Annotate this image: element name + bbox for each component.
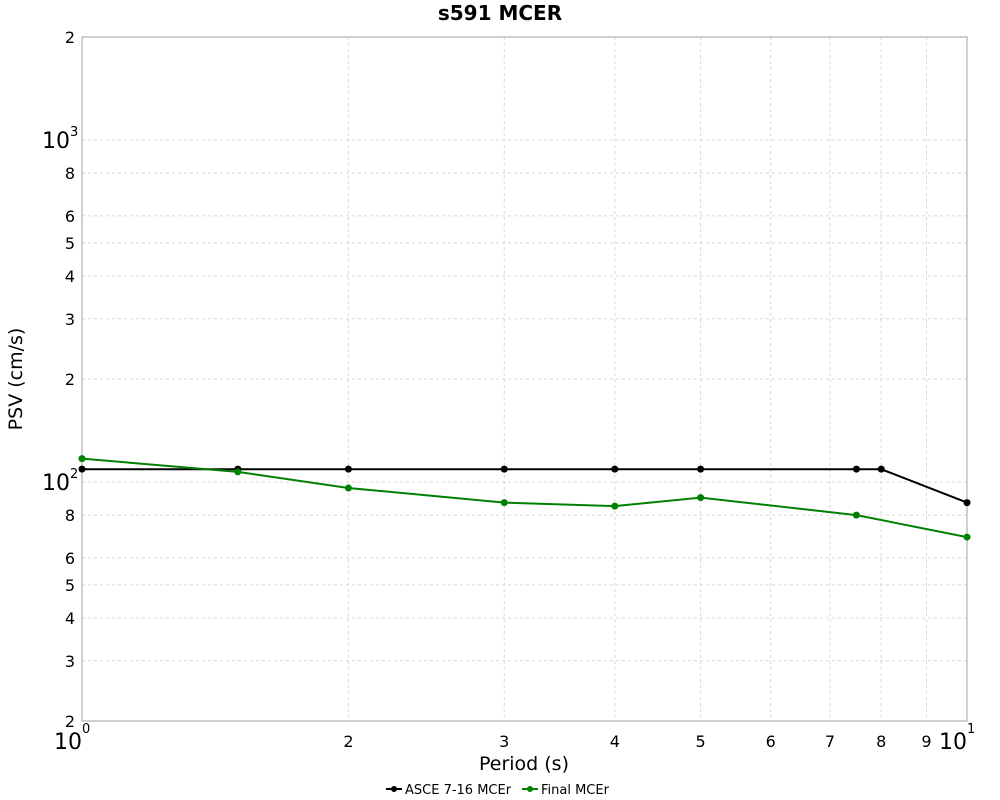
y-tick-label: 4 bbox=[65, 267, 75, 286]
data-point bbox=[344, 465, 352, 473]
y-tick-label: 2 bbox=[65, 28, 75, 47]
data-point bbox=[852, 511, 860, 519]
x-tick-label: 10 bbox=[54, 730, 82, 755]
legend-label: ASCE 7-16 MCEr bbox=[405, 783, 512, 798]
plot-frame bbox=[81, 36, 968, 722]
legend-label: Final MCEr bbox=[541, 783, 610, 798]
y-tick-label: 8 bbox=[65, 506, 75, 525]
chart-title: s591 MCER bbox=[438, 1, 562, 25]
y-tick-label: 2 bbox=[65, 370, 75, 389]
series-asce-7-16-mcer bbox=[78, 465, 971, 507]
y-tick-exponent: 2 bbox=[70, 467, 78, 482]
x-tick-label: 4 bbox=[610, 732, 620, 751]
data-point bbox=[78, 465, 86, 473]
x-axis-label: Period (s) bbox=[479, 753, 569, 775]
data-point bbox=[877, 465, 885, 473]
y-tick-label: 10 bbox=[42, 471, 70, 496]
y-tick-label: 2 bbox=[65, 712, 75, 731]
data-point bbox=[697, 465, 705, 473]
data-point bbox=[344, 484, 352, 492]
y-tick-label: 10 bbox=[42, 129, 70, 154]
x-tick-label: 10 bbox=[939, 730, 967, 755]
data-point bbox=[78, 455, 86, 463]
y-tick-label: 3 bbox=[65, 310, 75, 329]
legend-swatch-marker bbox=[527, 786, 533, 792]
x-tick-label: 5 bbox=[695, 732, 705, 751]
series-layer bbox=[78, 455, 971, 541]
y-tick-label: 8 bbox=[65, 164, 75, 183]
x-tick-label: 8 bbox=[876, 732, 886, 751]
x-tick-exponent: 1 bbox=[967, 722, 975, 737]
grid bbox=[81, 36, 968, 722]
data-point bbox=[697, 494, 705, 502]
y-tick-label: 6 bbox=[65, 549, 75, 568]
series-line bbox=[82, 468, 968, 504]
legend-swatch-marker bbox=[391, 786, 397, 792]
y-tick-label: 4 bbox=[65, 609, 75, 628]
data-point bbox=[963, 499, 971, 507]
legend-item: ASCE 7-16 MCEr bbox=[386, 783, 512, 798]
y-tick-label: 5 bbox=[65, 234, 75, 253]
series-final-mcer bbox=[78, 455, 971, 541]
x-tick-label: 3 bbox=[499, 732, 509, 751]
y-tick-exponent: 3 bbox=[70, 125, 78, 140]
data-point bbox=[500, 465, 508, 473]
data-point bbox=[234, 468, 242, 476]
legend: ASCE 7-16 MCEr Final MCEr bbox=[386, 783, 610, 798]
data-point bbox=[611, 465, 619, 473]
y-tick-label: 6 bbox=[65, 207, 75, 226]
y-tick-label: 3 bbox=[65, 652, 75, 671]
data-point bbox=[963, 533, 971, 541]
y-axis-label: PSV (cm/s) bbox=[5, 328, 27, 431]
x-tick-label: 6 bbox=[766, 732, 776, 751]
legend-item: Final MCEr bbox=[522, 783, 610, 798]
x-tick-exponent: 0 bbox=[82, 722, 90, 737]
data-point bbox=[611, 502, 619, 510]
x-tick-label: 9 bbox=[921, 732, 931, 751]
x-tick-label: 7 bbox=[825, 732, 835, 751]
x-tick-label: 2 bbox=[343, 732, 353, 751]
y-tick-label: 5 bbox=[65, 576, 75, 595]
data-point bbox=[852, 465, 860, 473]
series-line bbox=[81, 457, 968, 539]
data-point bbox=[500, 499, 508, 507]
